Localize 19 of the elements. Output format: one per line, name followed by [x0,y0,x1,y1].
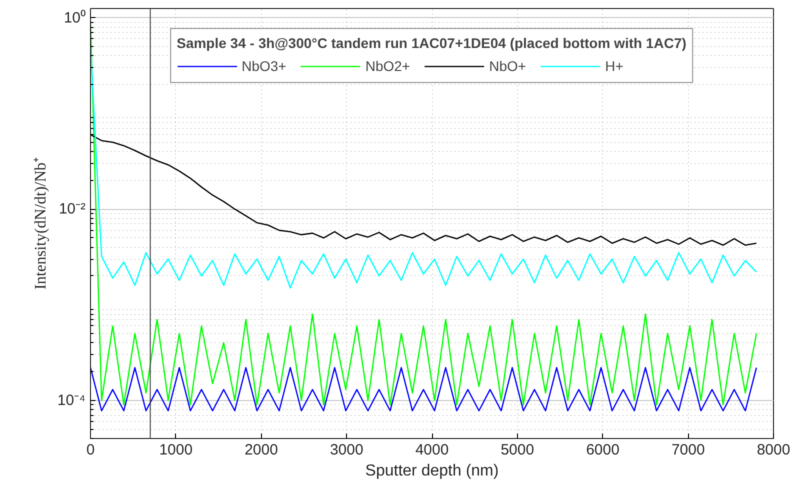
legend-label: NbO2+ [365,58,410,74]
legend-label: NbO+ [489,58,526,74]
x-tick-label: 2000 [244,442,278,458]
x-tick-label: 6000 [586,442,620,458]
x-tick-label: 4000 [415,442,449,458]
y-tick-label: 10⁻² [58,200,86,218]
x-tick-label: 5000 [500,442,534,458]
legend-title: Sample 34 - 3h@300°C tandem run 1AC07+1DE04 (placed bottom with 1AC7) [176,35,686,51]
x-tick-label: 0 [86,442,95,458]
x-tick-label: 1000 [159,442,193,458]
legend-label: H+ [605,58,624,74]
x-tick-label: 7000 [671,442,705,458]
y-tick-label: 10⁻⁴ [57,392,86,409]
x-axis-title: Sputter depth (nm) [365,462,499,480]
x-tick-label: 8000 [756,442,790,458]
x-tick-label: 3000 [330,442,364,458]
y-axis-title: Intensity(dN/dt)/Nb⁺ [32,157,50,290]
legend-label: NbO3+ [242,58,286,74]
y-tick-label: 10⁰ [64,9,86,26]
